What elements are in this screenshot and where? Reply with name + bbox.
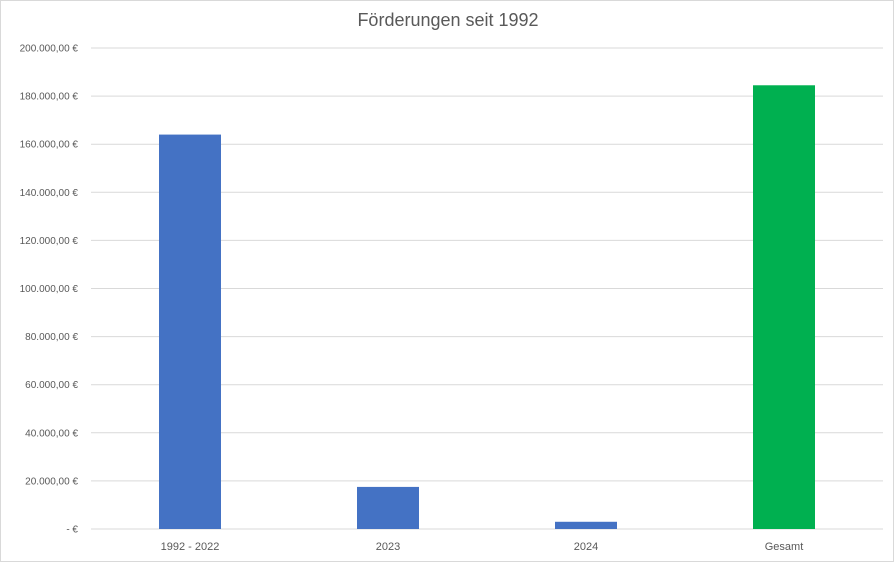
y-tick-label: 160.000,00 € xyxy=(20,140,79,151)
bar xyxy=(555,521,617,529)
y-tick-label: 40.000,00 € xyxy=(25,428,78,439)
chart-title: Förderungen seit 1992 xyxy=(357,10,539,30)
y-tick-label: 140.000,00 € xyxy=(20,188,79,199)
y-tick-label: 60.000,00 € xyxy=(25,380,78,391)
gridlines xyxy=(91,47,883,530)
bars xyxy=(159,85,815,529)
y-tick-label: 100.000,00 € xyxy=(20,284,79,295)
y-axis-tick-labels: - € 20.000,00 € 40.000,00 € 60.000,00 € 80.0… xyxy=(20,44,79,536)
y-tick-label: 20.000,00 € xyxy=(25,476,78,487)
x-axis-category-labels: 1992 - 2022 2023 2024 Gesamt xyxy=(161,541,804,553)
y-tick-label: - € xyxy=(66,525,78,536)
y-tick-label: 200.000,00 € xyxy=(20,44,79,55)
bar xyxy=(753,85,815,529)
bar xyxy=(159,134,221,529)
x-category-label: 1992 - 2022 xyxy=(161,541,220,553)
y-tick-label: 180.000,00 € xyxy=(20,92,79,103)
y-tick-label: 120.000,00 € xyxy=(20,236,79,247)
y-tick-label: 80.000,00 € xyxy=(25,332,78,343)
x-category-label: 2023 xyxy=(376,541,400,553)
x-category-label: Gesamt xyxy=(765,541,804,553)
bar xyxy=(357,486,419,529)
x-category-label: 2024 xyxy=(574,541,598,553)
